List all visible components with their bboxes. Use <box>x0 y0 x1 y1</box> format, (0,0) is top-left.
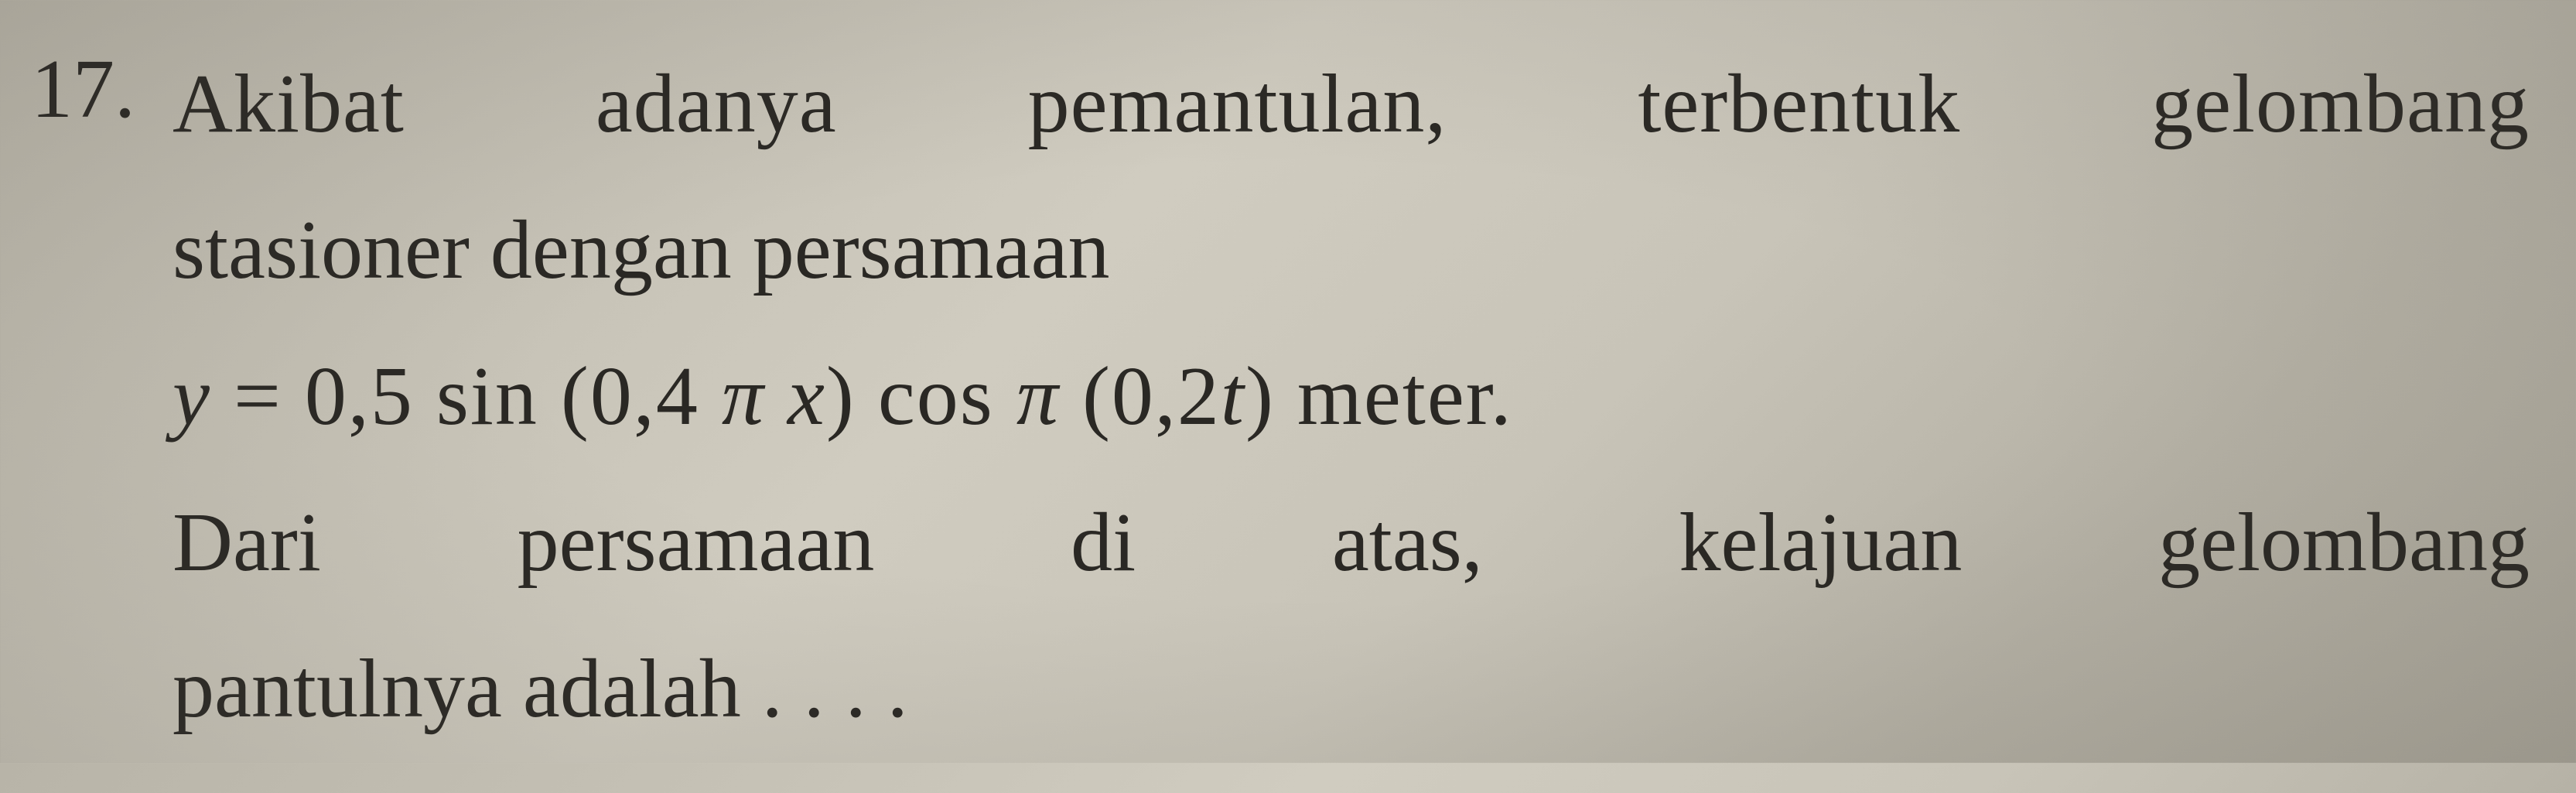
text-line-2: stasioner dengan persamaan <box>173 177 2530 323</box>
question-body: Akibat adanya pemantulan, terbentuk gelo… <box>173 31 2530 762</box>
word: pemantulan, <box>1028 31 1447 177</box>
pi-symbol: π <box>722 350 765 443</box>
eq-text: = 0,5 sin (0,4 <box>211 350 722 443</box>
word: gelombang <box>2158 470 2530 616</box>
equation-line: y = 0,5 sin (0,4 π x) cos π (0,2t) meter… <box>173 323 2530 470</box>
word: terbentuk <box>1638 31 1960 177</box>
word: di <box>1071 470 1136 616</box>
eq-text: (0,2 <box>1060 350 1221 443</box>
word: adanya <box>596 31 837 177</box>
question-block: 17. Akibat adanya pemantulan, terbentuk … <box>0 0 2576 793</box>
text-line-5: pantulnya adalah . . . . <box>173 616 2530 762</box>
eq-text: ) meter. <box>1245 350 1513 443</box>
word: Dari <box>173 470 321 616</box>
pi-symbol: π <box>1016 350 1060 443</box>
var-x: x <box>765 350 826 443</box>
word: persamaan <box>518 470 875 616</box>
question-number: 17. <box>31 31 135 148</box>
word: atas, <box>1332 470 1483 616</box>
text-line-1: Akibat adanya pemantulan, terbentuk gelo… <box>173 31 2530 177</box>
eq-text: ) cos <box>826 350 1016 443</box>
word: gelombang <box>2151 31 2530 177</box>
text-line-4: Dari persamaan di atas, kelajuan gelomba… <box>173 470 2530 616</box>
var-y: y <box>173 350 211 443</box>
word: Akibat <box>173 31 405 177</box>
word: kelajuan <box>1679 470 1963 616</box>
var-t: t <box>1221 350 1245 443</box>
